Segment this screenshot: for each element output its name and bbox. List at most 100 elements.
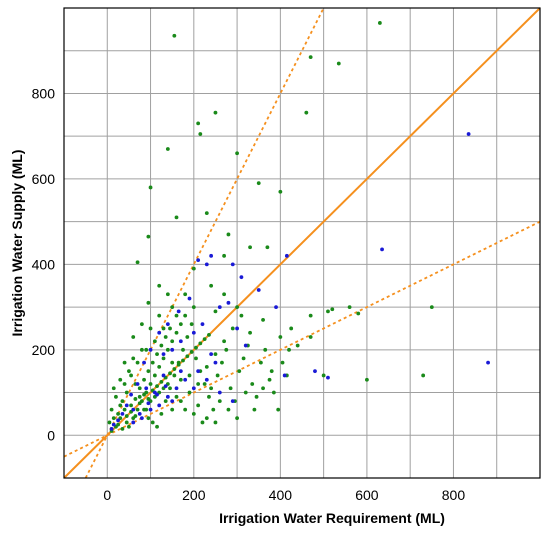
data-point-green bbox=[213, 420, 218, 425]
data-point-blue bbox=[466, 132, 471, 136]
data-point-green bbox=[191, 412, 196, 416]
data-point-blue bbox=[176, 309, 181, 314]
data-point-blue bbox=[170, 347, 175, 352]
data-point-green bbox=[172, 33, 177, 38]
data-point-green bbox=[295, 343, 300, 348]
data-point-green bbox=[278, 189, 283, 194]
y-tick-label: 200 bbox=[32, 342, 56, 358]
data-point-green bbox=[116, 422, 120, 427]
data-point-green bbox=[109, 407, 114, 412]
data-point-green bbox=[326, 309, 330, 314]
data-point-green bbox=[174, 313, 179, 318]
data-point-blue bbox=[191, 330, 196, 335]
data-point-blue bbox=[196, 258, 201, 262]
data-point-green bbox=[165, 347, 170, 352]
data-point-green bbox=[198, 132, 203, 136]
data-point-green bbox=[261, 386, 265, 391]
data-point-green bbox=[148, 382, 153, 386]
data-point-blue bbox=[124, 403, 129, 408]
data-point-green bbox=[178, 322, 183, 327]
data-point-green bbox=[213, 352, 218, 356]
data-point-green bbox=[181, 358, 185, 363]
data-point-green bbox=[187, 373, 192, 378]
data-point-blue bbox=[142, 360, 146, 365]
data-point-green bbox=[235, 151, 239, 156]
data-point-green bbox=[207, 332, 211, 337]
data-point-green bbox=[118, 377, 123, 382]
data-point-green bbox=[181, 347, 185, 352]
data-point-blue bbox=[274, 305, 278, 309]
data-point-blue bbox=[213, 360, 218, 365]
data-point-green bbox=[146, 416, 151, 421]
data-point-green bbox=[263, 347, 268, 352]
data-point-blue bbox=[137, 412, 142, 416]
data-point-green bbox=[258, 360, 263, 365]
data-point-green bbox=[209, 283, 214, 288]
data-point-blue bbox=[161, 352, 166, 356]
data-point-blue bbox=[148, 407, 153, 412]
data-point-green bbox=[168, 371, 172, 376]
data-point-green bbox=[148, 185, 153, 190]
data-point-green bbox=[183, 313, 188, 318]
data-point-green bbox=[137, 401, 142, 406]
x-tick-label: 0 bbox=[103, 487, 111, 503]
data-point-green bbox=[330, 307, 335, 312]
data-point-green bbox=[220, 360, 224, 365]
data-point-green bbox=[261, 318, 265, 322]
data-point-green bbox=[196, 403, 201, 408]
data-point-green bbox=[280, 360, 285, 365]
y-axis-ticks: 0 200 400 600 800 bbox=[32, 85, 56, 443]
data-point-blue bbox=[204, 262, 209, 267]
data-point-green bbox=[150, 360, 155, 365]
data-point-green bbox=[196, 382, 201, 386]
data-point-green bbox=[267, 377, 272, 382]
data-point-green bbox=[356, 311, 361, 316]
data-point-green bbox=[237, 369, 242, 374]
data-point-blue bbox=[146, 401, 151, 406]
grid bbox=[63, 7, 541, 479]
data-point-green bbox=[243, 390, 248, 395]
data-point-green bbox=[144, 347, 149, 352]
data-point-blue bbox=[217, 305, 222, 309]
data-point-green bbox=[377, 21, 382, 25]
data-point-green bbox=[308, 313, 313, 318]
data-point-green bbox=[152, 339, 157, 344]
data-point-blue bbox=[178, 339, 183, 344]
data-point-green bbox=[429, 305, 434, 309]
data-point-green bbox=[308, 335, 313, 339]
data-point-green bbox=[131, 356, 136, 361]
data-point-green bbox=[111, 386, 116, 391]
y-axis-title: Irrigation Water Supply (ML) bbox=[9, 150, 25, 337]
data-point-blue bbox=[135, 382, 140, 386]
data-point-green bbox=[276, 407, 281, 412]
data-point-green bbox=[202, 382, 207, 386]
data-point-blue bbox=[116, 418, 120, 423]
data-point-green bbox=[287, 347, 291, 352]
data-point-green bbox=[321, 373, 326, 378]
data-point-blue bbox=[200, 322, 205, 327]
data-point-blue bbox=[161, 373, 166, 378]
data-point-green bbox=[230, 326, 235, 331]
data-point-blue bbox=[109, 426, 114, 431]
data-point-green bbox=[124, 420, 129, 425]
data-point-green bbox=[174, 330, 179, 335]
data-point-green bbox=[191, 266, 196, 271]
data-point-blue bbox=[183, 377, 188, 382]
data-point-blue bbox=[230, 399, 235, 403]
data-point-blue bbox=[191, 386, 196, 391]
reference-lines bbox=[63, 7, 541, 479]
data-point-green bbox=[308, 55, 313, 60]
data-point-blue bbox=[148, 347, 153, 352]
data-point-green bbox=[278, 335, 283, 339]
data-points bbox=[107, 21, 490, 433]
data-point-green bbox=[241, 356, 246, 361]
reference-line-dotted bbox=[84, 7, 325, 479]
data-point-blue bbox=[209, 352, 214, 356]
data-point-green bbox=[135, 407, 140, 412]
data-point-green bbox=[202, 337, 207, 342]
data-point-green bbox=[224, 347, 229, 352]
data-point-green bbox=[165, 292, 170, 297]
data-point-green bbox=[157, 283, 162, 288]
data-point-green bbox=[209, 386, 214, 391]
data-point-blue bbox=[284, 253, 289, 258]
